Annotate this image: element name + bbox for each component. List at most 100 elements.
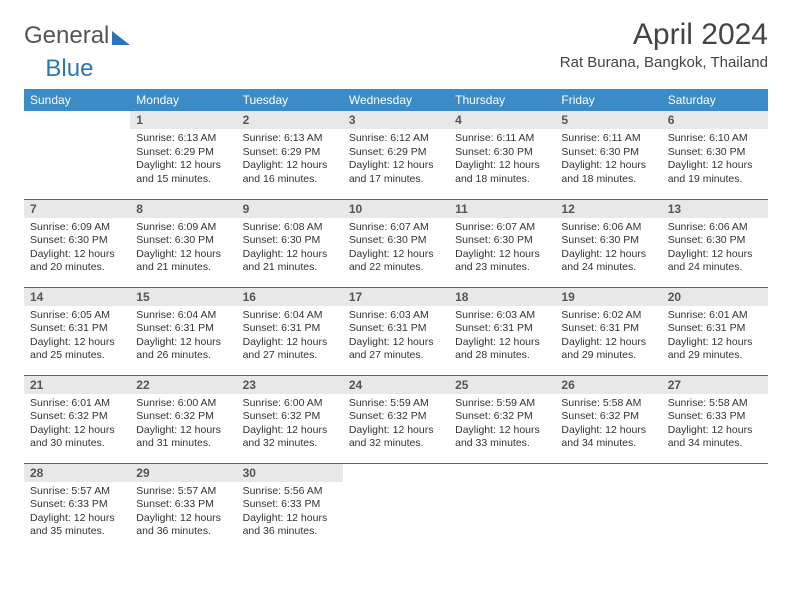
day-number: 25 [449,376,555,394]
day-details: Sunrise: 6:02 AMSunset: 6:31 PMDaylight:… [555,306,661,369]
day-details: Sunrise: 6:13 AMSunset: 6:29 PMDaylight:… [130,129,236,192]
day-details: Sunrise: 6:08 AMSunset: 6:30 PMDaylight:… [237,218,343,281]
daylight-text: Daylight: 12 hours and 35 minutes. [30,512,124,539]
day-details: Sunrise: 6:03 AMSunset: 6:31 PMDaylight:… [343,306,449,369]
day-number: 26 [555,376,661,394]
day-number: 7 [24,200,130,218]
calendar-day-cell: 9Sunrise: 6:08 AMSunset: 6:30 PMDaylight… [237,199,343,287]
day-details: Sunrise: 6:06 AMSunset: 6:30 PMDaylight:… [555,218,661,281]
day-details: Sunrise: 6:03 AMSunset: 6:31 PMDaylight:… [449,306,555,369]
day-number: 8 [130,200,236,218]
sunrise-text: Sunrise: 6:03 AM [349,309,443,323]
sunset-text: Sunset: 6:33 PM [136,498,230,512]
day-details: Sunrise: 6:00 AMSunset: 6:32 PMDaylight:… [130,394,236,457]
sunset-text: Sunset: 6:32 PM [561,410,655,424]
day-number: 4 [449,111,555,129]
day-details: Sunrise: 6:09 AMSunset: 6:30 PMDaylight:… [130,218,236,281]
calendar-day-cell: 10Sunrise: 6:07 AMSunset: 6:30 PMDayligh… [343,199,449,287]
sunset-text: Sunset: 6:30 PM [243,234,337,248]
sunrise-text: Sunrise: 6:03 AM [455,309,549,323]
day-details: Sunrise: 5:59 AMSunset: 6:32 PMDaylight:… [449,394,555,457]
calendar-week-row: 14Sunrise: 6:05 AMSunset: 6:31 PMDayligh… [24,287,768,375]
sunrise-text: Sunrise: 6:10 AM [668,132,762,146]
sunrise-text: Sunrise: 6:04 AM [243,309,337,323]
calendar-day-cell: 27Sunrise: 5:58 AMSunset: 6:33 PMDayligh… [662,375,768,463]
daylight-text: Daylight: 12 hours and 31 minutes. [136,424,230,451]
day-number: 10 [343,200,449,218]
sunset-text: Sunset: 6:29 PM [243,146,337,160]
weekday-header: Wednesday [343,89,449,111]
day-details: Sunrise: 5:56 AMSunset: 6:33 PMDaylight:… [237,482,343,545]
sunrise-text: Sunrise: 6:01 AM [668,309,762,323]
calendar-day-cell: 17Sunrise: 6:03 AMSunset: 6:31 PMDayligh… [343,287,449,375]
sunrise-text: Sunrise: 5:59 AM [455,397,549,411]
sunset-text: Sunset: 6:31 PM [561,322,655,336]
day-number [343,464,449,482]
daylight-text: Daylight: 12 hours and 30 minutes. [30,424,124,451]
day-number: 2 [237,111,343,129]
sunrise-text: Sunrise: 6:09 AM [136,221,230,235]
calendar-day-cell: 22Sunrise: 6:00 AMSunset: 6:32 PMDayligh… [130,375,236,463]
calendar-day-cell: 30Sunrise: 5:56 AMSunset: 6:33 PMDayligh… [237,463,343,551]
day-number: 15 [130,288,236,306]
sunrise-text: Sunrise: 5:57 AM [30,485,124,499]
calendar-day-cell: 20Sunrise: 6:01 AMSunset: 6:31 PMDayligh… [662,287,768,375]
sunset-text: Sunset: 6:29 PM [349,146,443,160]
title-block: April 2024 Rat Burana, Bangkok, Thailand [560,18,768,71]
sunset-text: Sunset: 6:33 PM [30,498,124,512]
calendar-day-cell: 28Sunrise: 5:57 AMSunset: 6:33 PMDayligh… [24,463,130,551]
day-details: Sunrise: 6:04 AMSunset: 6:31 PMDaylight:… [130,306,236,369]
day-number: 5 [555,111,661,129]
sunset-text: Sunset: 6:32 PM [455,410,549,424]
calendar-week-row: 1Sunrise: 6:13 AMSunset: 6:29 PMDaylight… [24,111,768,199]
calendar-day-cell: 21 Sunrise: 6:01 AMSunset: 6:32 PMDayligh… [24,375,130,463]
day-details: Sunrise: 6:11 AMSunset: 6:30 PMDaylight:… [555,129,661,192]
sunset-text: Sunset: 6:31 PM [136,322,230,336]
sunset-text: Sunset: 6:32 PM [30,410,124,424]
day-number: 23 [237,376,343,394]
weekday-header: Friday [555,89,661,111]
calendar-day-cell: 11Sunrise: 6:07 AMSunset: 6:30 PMDayligh… [449,199,555,287]
sunrise-text: Sunrise: 6:04 AM [136,309,230,323]
daylight-text: Daylight: 12 hours and 32 minutes. [243,424,337,451]
day-details: Sunrise: 6:05 AMSunset: 6:31 PMDaylight:… [24,306,130,369]
daylight-text: Daylight: 12 hours and 36 minutes. [136,512,230,539]
day-number [24,111,130,129]
sunrise-text: Sunrise: 6:13 AM [136,132,230,146]
day-number: 19 [555,288,661,306]
day-details: Sunrise: 5:57 AMSunset: 6:33 PMDaylight:… [24,482,130,545]
calendar-week-row: 21Sunrise: 6:01 AMSunset: 6:32 PMDayligh… [24,375,768,463]
sunset-text: Sunset: 6:33 PM [668,410,762,424]
day-details: Sunrise: 6:10 AMSunset: 6:30 PMDaylight:… [662,129,768,192]
weekday-header: Tuesday [237,89,343,111]
sunset-text: Sunset: 6:31 PM [30,322,124,336]
day-number: 30 [237,464,343,482]
calendar-day-cell [662,463,768,551]
day-number: 6 [662,111,768,129]
day-number: 21 [24,376,130,394]
daylight-text: Daylight: 12 hours and 34 minutes. [561,424,655,451]
sunrise-text: Sunrise: 6:01 AM [30,397,124,411]
calendar-day-cell: 19Sunrise: 6:02 AMSunset: 6:31 PMDayligh… [555,287,661,375]
daylight-text: Daylight: 12 hours and 20 minutes. [30,248,124,275]
day-number: 12 [555,200,661,218]
sunrise-text: Sunrise: 6:00 AM [243,397,337,411]
day-details: Sunrise: 6:07 AMSunset: 6:30 PMDaylight:… [343,218,449,281]
daylight-text: Daylight: 12 hours and 24 minutes. [561,248,655,275]
sunrise-text: Sunrise: 6:12 AM [349,132,443,146]
day-details: Sunrise: 6:07 AMSunset: 6:30 PMDaylight:… [449,218,555,281]
daylight-text: Daylight: 12 hours and 18 minutes. [455,159,549,186]
day-details: Sunrise: 6:01 AMSunset: 6:31 PMDaylight:… [662,306,768,369]
daylight-text: Daylight: 12 hours and 34 minutes. [668,424,762,451]
calendar-day-cell: 24Sunrise: 5:59 AMSunset: 6:32 PMDayligh… [343,375,449,463]
calendar-day-cell: 25Sunrise: 5:59 AMSunset: 6:32 PMDayligh… [449,375,555,463]
sunset-text: Sunset: 6:31 PM [668,322,762,336]
daylight-text: Daylight: 12 hours and 29 minutes. [668,336,762,363]
sunrise-text: Sunrise: 5:56 AM [243,485,337,499]
calendar-day-cell: 4Sunrise: 6:11 AMSunset: 6:30 PMDaylight… [449,111,555,199]
calendar-table: SundayMondayTuesdayWednesdayThursdayFrid… [24,89,768,551]
sunset-text: Sunset: 6:30 PM [668,234,762,248]
weekday-header: Sunday [24,89,130,111]
sunset-text: Sunset: 6:30 PM [455,234,549,248]
day-number: 13 [662,200,768,218]
